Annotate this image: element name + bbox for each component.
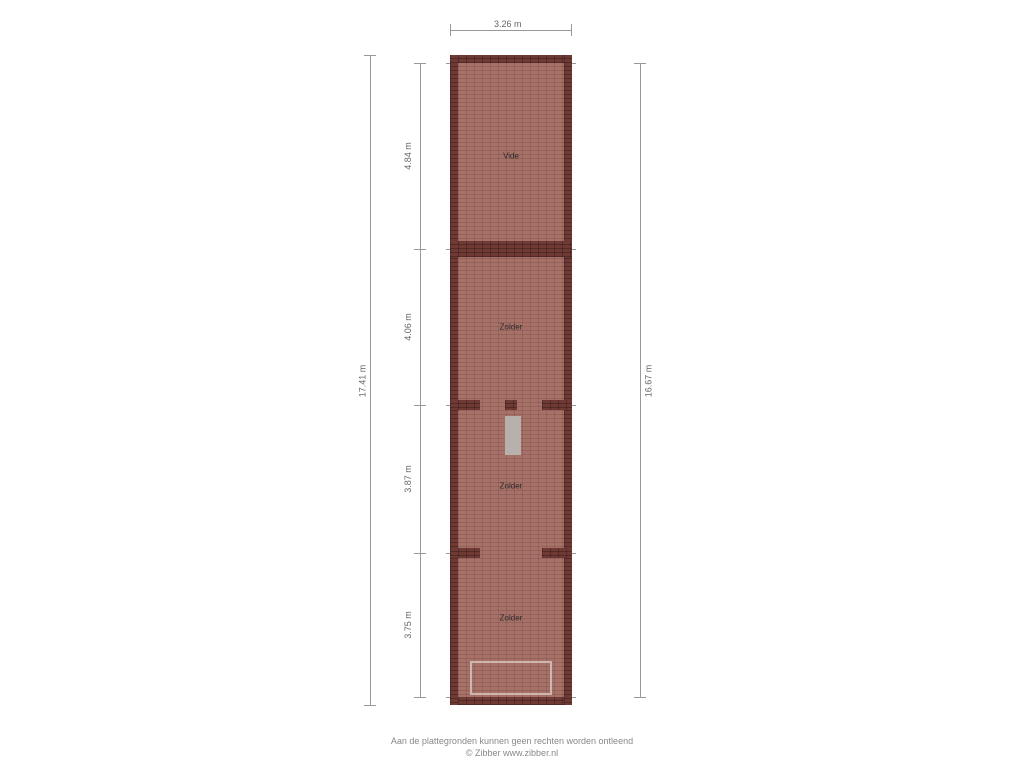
dim-tick [414,249,426,250]
wall-interior [450,400,480,410]
footer-disclaimer: Aan de plattegronden kunnen geen rechten… [0,736,1024,748]
floor-opening [505,416,521,455]
wall-outer-left [450,55,458,705]
edge-tick [446,697,450,698]
dim-tick [414,405,426,406]
dim-left-outer-tick-b [364,705,376,706]
edge-tick [446,63,450,64]
dim-top-tick-l [450,24,451,36]
floorplan-building: Vide Zolder Zolder Zolder [450,55,572,705]
dim-room-label: 4.06 m [403,313,413,341]
floorplan-canvas: 3.26 m 17.41 m 16.67 m Vide Zolder Zolder Z… [0,0,1024,768]
room-label: Zolder [500,613,523,622]
dim-right-outer-tick-b [634,697,646,698]
dim-top-tick-r [571,24,572,36]
wall-outer-top [450,55,572,63]
bottom-inset [470,661,552,695]
room-label: Zolder [500,322,523,331]
dim-right-outer-line [640,63,641,697]
wall-outer-bottom [450,697,572,705]
footer: Aan de plattegronden kunnen geen rechten… [0,736,1024,759]
dim-top-line [450,30,572,31]
footer-copyright: © Zibber www.zibber.nl [0,748,1024,760]
dim-room-label: 3.75 m [403,611,413,639]
wall-interior [505,400,517,410]
edge-tick [572,249,576,250]
dim-right-outer-label: 16.67 m [643,365,653,398]
edge-tick [572,697,576,698]
wall-interior [542,548,572,558]
wall-interior [542,400,572,410]
wall-interior [450,548,480,558]
dim-room-label: 3.87 m [403,465,413,493]
edge-tick [446,405,450,406]
dim-tick [414,553,426,554]
edge-tick [446,553,450,554]
dim-left-outer-tick-t [364,55,376,56]
edge-tick [572,405,576,406]
dim-tick [414,697,426,698]
dim-right-outer-tick-t [634,63,646,64]
edge-tick [572,553,576,554]
edge-tick [446,249,450,250]
dim-left-outer-label: 17.41 m [357,365,367,398]
dim-top-label: 3.26 m [494,19,522,29]
dim-room-label: 4.84 m [403,142,413,170]
room-label: Zolder [500,482,523,491]
dim-room-line [420,63,421,697]
dim-left-outer-line [370,55,371,705]
edge-tick [572,63,576,64]
wall-outer-right [564,55,572,705]
wall-interior [450,241,572,257]
room-label: Vide [503,151,519,160]
dim-tick [414,63,426,64]
